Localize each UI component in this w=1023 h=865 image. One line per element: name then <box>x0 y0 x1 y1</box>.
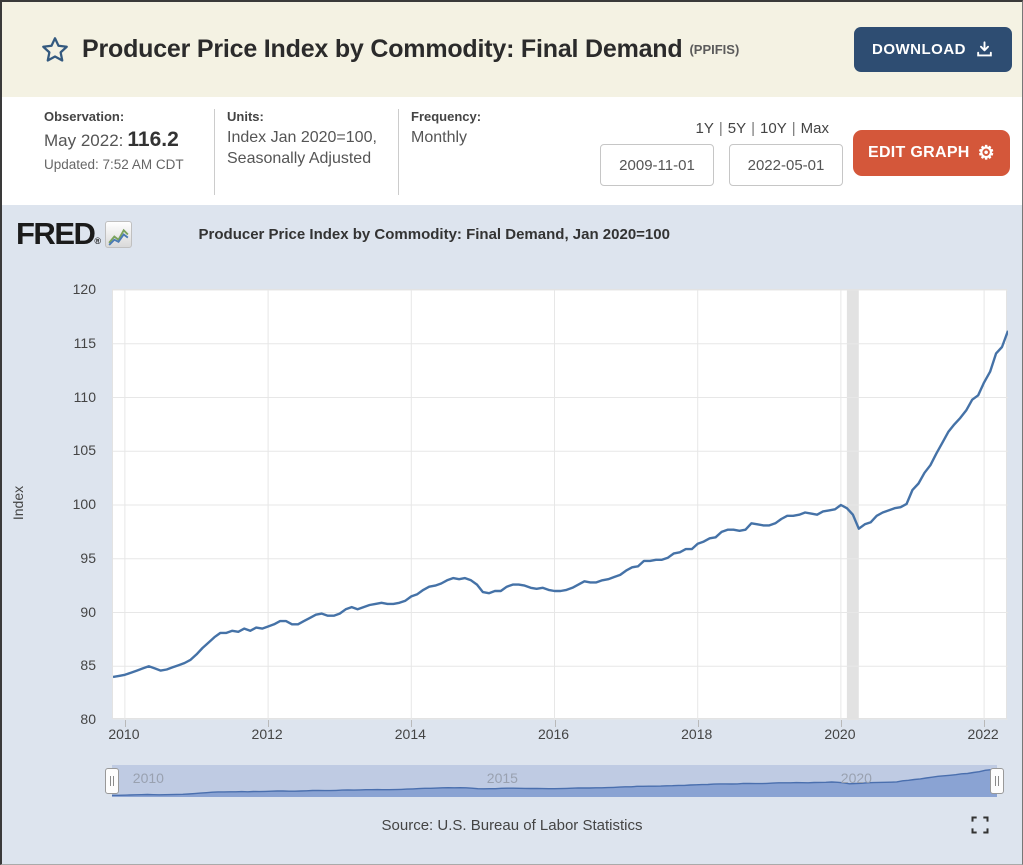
y-tick-label: 90 <box>80 603 96 620</box>
favorite-star-icon[interactable] <box>40 35 70 65</box>
observation-value: 116.2 <box>127 128 179 151</box>
slider-year-label: 2015 <box>486 770 518 786</box>
observation-value-line: May 2022: 116.2 <box>44 128 200 152</box>
y-tick-label: 115 <box>73 334 96 351</box>
fred-logo: FRED® <box>16 216 101 251</box>
x-tick-label: 2010 <box>108 726 140 742</box>
units-value-line2: Seasonally Adjusted <box>227 149 372 167</box>
frequency-column: Frequency: Monthly <box>399 109 495 195</box>
observation-date: May 2022: <box>44 131 124 150</box>
x-axis-tick <box>268 720 270 727</box>
edit-graph-label: EDIT GRAPH <box>867 144 970 161</box>
start-date-input[interactable]: 2009-11-01 <box>599 144 714 186</box>
slider-year-label: 2010 <box>132 770 164 786</box>
range-separator: | <box>791 120 796 137</box>
end-date-input[interactable]: 2022-05-01 <box>728 144 843 186</box>
range-10y-link[interactable]: 10Y <box>760 120 787 137</box>
page-title: Producer Price Index by Commodity: Final… <box>82 35 683 63</box>
y-tick-label: 105 <box>72 442 96 459</box>
slider-year-label: 2020 <box>840 770 872 786</box>
x-tick-label: 2016 <box>537 726 570 742</box>
page-header: Producer Price Index by Commodity: Final… <box>2 2 1022 97</box>
x-tick-label: 2022 <box>967 726 999 742</box>
x-axis-tick <box>554 720 556 727</box>
download-icon <box>977 41 992 57</box>
x-tick-label: 2014 <box>394 726 426 742</box>
series-id: (PPIFIS) <box>689 42 740 57</box>
x-axis-tick <box>984 720 986 727</box>
frequency-label: Frequency: <box>411 109 482 124</box>
edit-graph-button[interactable]: EDIT GRAPH ⚙ <box>852 130 1010 176</box>
x-axis-tick <box>840 720 842 727</box>
x-axis-tick <box>411 720 413 727</box>
x-tick-label: 2018 <box>681 726 713 742</box>
slider-line <box>112 767 997 796</box>
slider-area-fill <box>112 768 997 797</box>
y-tick-label: 120 <box>72 281 96 297</box>
date-inputs: 2009-11-01 2022-05-01 <box>599 144 843 186</box>
fullscreen-icon <box>971 816 989 834</box>
fred-logo-chart-icon <box>104 220 132 248</box>
range-1y-link[interactable]: 1Y <box>695 120 714 137</box>
y-tick-label: 95 <box>80 549 96 566</box>
y-tick-label: 85 <box>80 657 96 674</box>
series-legend: Producer Price Index by Commodity: Final… <box>164 226 670 243</box>
date-range-slider[interactable]: 2010 2015 2020 <box>105 765 1004 797</box>
range-max-link[interactable]: Max <box>800 120 829 137</box>
range-and-dates: 1Y | 5Y | 10Y | Max 2009-11-01 2022-05-01 <box>599 120 843 186</box>
units-column: Units: Index Jan 2020=100, Seasonally Ad… <box>215 109 399 195</box>
fullscreen-button[interactable] <box>970 815 990 835</box>
x-tick-label: 2012 <box>251 726 283 742</box>
data-line <box>113 330 1008 679</box>
source-text: Source: U.S. Bureau of Labor Statistics <box>381 817 643 834</box>
date-range-controls: 1Y | 5Y | 10Y | Max 2009-11-01 2022-05-01 EDIT… <box>599 109 1010 195</box>
range-separator: | <box>751 120 756 137</box>
frequency-value: Monthly <box>411 129 468 146</box>
info-bar: Observation: May 2022: 116.2 Updated: 7:5… <box>2 97 1022 205</box>
legend-line-swatch <box>164 232 190 236</box>
line-chart <box>113 290 1008 720</box>
units-value-line1: Index Jan 2020=100, <box>227 129 377 146</box>
range-links: 1Y | 5Y | 10Y | Max <box>600 120 843 137</box>
chart-plot-area[interactable] <box>112 289 1008 727</box>
slider-right-handle[interactable] <box>990 768 1004 794</box>
x-tick-label: 2020 <box>824 726 856 742</box>
x-axis-tick <box>697 720 699 727</box>
download-button[interactable]: DOWNLOAD <box>854 27 1012 72</box>
range-5y-link[interactable]: 5Y <box>727 120 747 137</box>
units-label: Units: <box>227 109 264 124</box>
slider-mini-chart <box>112 767 997 797</box>
registered-mark: ® <box>94 236 101 246</box>
y-tick-label: 110 <box>73 388 96 405</box>
y-axis-title: Index <box>10 485 26 521</box>
gear-icon: ⚙ <box>977 142 995 164</box>
x-axis-tick <box>124 720 126 727</box>
legend-label: Producer Price Index by Commodity: Final… <box>198 225 670 243</box>
observation-label: Observation: <box>44 109 125 124</box>
graph-section: FRED® Producer Price Index by Commodity:… <box>2 205 1022 864</box>
observation-updated: Updated: 7:52 AM CDT <box>44 157 184 172</box>
y-tick-label: 100 <box>72 496 96 512</box>
observation-column: Observation: May 2022: 116.2 Updated: 7:5… <box>32 109 215 195</box>
y-axis-labels: 80 85 90 95 100 105 110 115 120 <box>58 281 104 727</box>
slider-left-handle[interactable] <box>105 768 119 794</box>
range-separator: | <box>718 120 723 137</box>
download-button-label: DOWNLOAD <box>872 41 966 58</box>
y-tick-label: 80 <box>80 711 96 727</box>
graph-header-row: FRED® Producer Price Index by Commodity:… <box>16 216 670 252</box>
x-axis-labels: 2010 2012 2014 2016 2018 2020 2022 <box>108 726 1007 746</box>
